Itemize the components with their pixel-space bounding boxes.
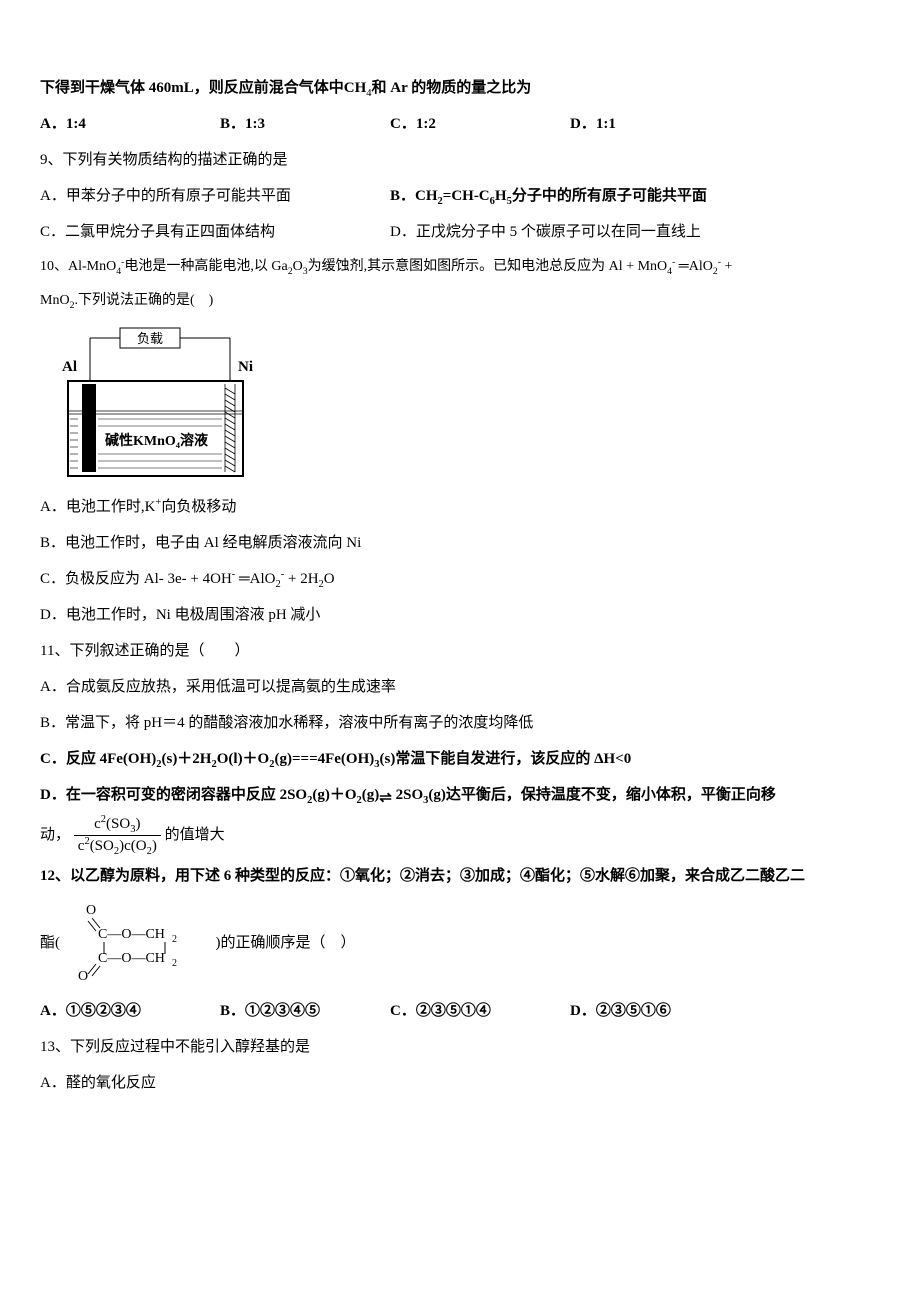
svg-text:O: O <box>78 969 88 980</box>
q13-stem: 13、下列反应过程中不能引入醇羟基的是 <box>40 1029 880 1065</box>
diagram-label-top: 负载 <box>137 331 163 346</box>
q11-stem: 11、下列叙述正确的是（ ） <box>40 633 880 669</box>
q8-opt-b: B．1:3 <box>220 106 390 142</box>
q8-opt-a: A．1:4 <box>40 106 220 142</box>
q11-opt-b: B．常温下，将 pH＝4 的醋酸溶液加水稀释，溶液中所有离子的浓度均降低 <box>40 705 880 741</box>
q11-opt-d-2: 动， c2(SO3) c2(SO2)c(O2) 的值增大 <box>40 813 880 858</box>
q8-text-b: 和 Ar 的物质的量之比为 <box>372 80 532 96</box>
q9-opt-b: B．CH2=CH-C6H5分子中的所有原子可能共平面 <box>390 178 707 214</box>
q10-stem: 10、Al-MnO4-电池是一种高能电池,以 Ga2O3为缓蚀剂,其示意图如图所… <box>40 250 880 284</box>
q12-opt-d: D．②③⑤①⑥ <box>570 993 671 1029</box>
q9-opt-a: A．甲苯分子中的所有原子可能共平面 <box>40 178 390 214</box>
q9-row1: A．甲苯分子中的所有原子可能共平面 B．CH2=CH-C6H5分子中的所有原子可… <box>40 178 880 214</box>
q9-opt-c: C．二氯甲烷分子具有正四面体结构 <box>40 214 390 250</box>
svg-text:2: 2 <box>172 958 177 969</box>
q8-opt-c: C．1:2 <box>390 106 570 142</box>
battery-diagram: 负载 Al Ni <box>50 326 260 481</box>
svg-text:C—O—CH: C—O—CH <box>98 951 165 966</box>
diagram-label-solution: 碱性KMnO₄溶液 <box>105 432 209 449</box>
q12-stem-a: 12、以乙醇为原料，用下述 6 种类型的反应：①氧化；②消去；③加成；④酯化；⑤… <box>40 858 880 894</box>
q12-opt-a: A．①⑤②③④ <box>40 993 220 1029</box>
q12-options: A．①⑤②③④ B．①②③④⑤ C．②③⑤①④ D．②③⑤①⑥ <box>40 993 880 1029</box>
svg-text:O: O <box>86 903 96 918</box>
q8-text-a: 下得到干燥气体 460mL，则反应前混合气体中 <box>40 80 344 96</box>
q11-fraction: c2(SO3) c2(SO2)c(O2) <box>74 814 161 858</box>
q8-options: A．1:4 B．1:3 C．1:2 D．1:1 <box>40 106 880 142</box>
q10-stem2: MnO2.下列说法正确的是( ) <box>40 284 880 318</box>
q10-opt-b: B．电池工作时，电子由 Al 经电解质溶液流向 Ni <box>40 525 880 561</box>
diagram-label-ni: Ni <box>238 359 253 375</box>
svg-text:C—O—CH: C—O—CH <box>98 927 165 942</box>
q8-opt-d: D．1:1 <box>570 106 616 142</box>
q9-stem: 9、下列有关物质结构的描述正确的是 <box>40 142 880 178</box>
q10-opt-a: A．电池工作时,K+向负极移动 <box>40 489 880 525</box>
q12-opt-b: B．①②③④⑤ <box>220 993 390 1029</box>
q13-opt-a: A．醛的氧化反应 <box>40 1065 880 1101</box>
diagram-label-al: Al <box>62 359 77 375</box>
q12-opt-c: C．②③⑤①④ <box>390 993 570 1029</box>
svg-text:2: 2 <box>172 934 177 945</box>
ch4-formula: CH4 <box>344 80 372 96</box>
q9-opt-d: D．正戊烷分子中 5 个碳原子可以在同一直线上 <box>390 214 701 250</box>
q11-opt-a: A．合成氨反应放热，采用低温可以提高氨的生成速率 <box>40 669 880 705</box>
q12-stem-b: 酯( O C—O—CH 2 C—O—CH 2 O )的正确顺序是（ ） <box>40 902 880 985</box>
q8-continuation: 下得到干燥气体 460mL，则反应前混合气体中CH4和 Ar 的物质的量之比为 <box>40 70 880 106</box>
q9-row2: C．二氯甲烷分子具有正四面体结构 D．正戊烷分子中 5 个碳原子可以在同一直线上 <box>40 214 880 250</box>
q10-opt-c: C．负极反应为 Al- 3e- + 4OH- ═AlO2- + 2H2O <box>40 561 880 597</box>
q11-opt-c: C．反应 4Fe(OH)2(s)＋2H2O(l)＋O2(g)===4Fe(OH)… <box>40 741 880 777</box>
q12-structure: O C—O—CH 2 C—O—CH 2 O <box>68 902 208 985</box>
q10-opt-d: D．电池工作时，Ni 电极周围溶液 pH 减小 <box>40 597 880 633</box>
q11-opt-d-1: D．在一容积可变的密闭容器中反应 2SO2(g)＋O2(g)⇌ 2SO3(g)达… <box>40 777 880 813</box>
